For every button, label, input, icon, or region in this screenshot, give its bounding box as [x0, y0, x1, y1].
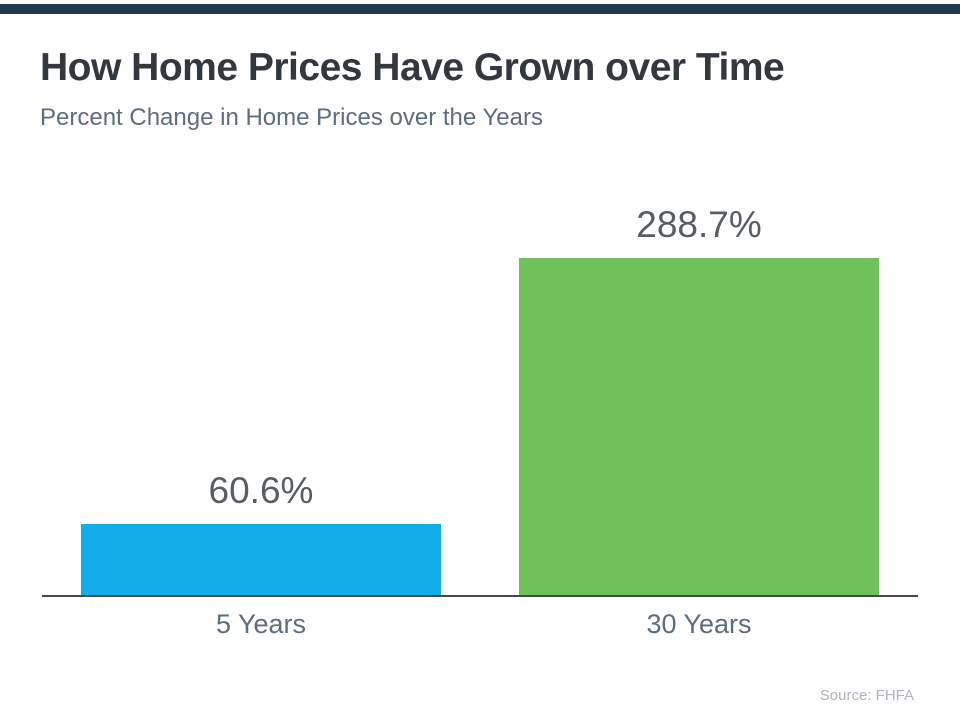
plot-area: 60.6% 288.7% [42, 170, 918, 595]
source-caption: Source: FHFA [819, 687, 914, 704]
bar-value-label: 60.6% [208, 470, 314, 511]
bar [81, 524, 441, 595]
x-axis-line [42, 595, 918, 597]
bar-group: 288.7% [480, 204, 918, 595]
x-axis-label: 30 Years [646, 609, 752, 639]
x-axis-label: 5 Years [215, 609, 307, 639]
bar-group: 60.6% [42, 470, 480, 595]
bar-chart: 60.6% 288.7% 5 Years 30 Years [42, 170, 918, 640]
page-subtitle: Percent Change in Home Prices over the Y… [40, 104, 543, 131]
bar [519, 258, 879, 595]
page-title: How Home Prices Have Grown over Time [40, 46, 785, 89]
top-accent-bar [0, 4, 960, 14]
bar-value-label: 288.7% [636, 204, 762, 245]
x-axis-labels: 5 Years 30 Years [42, 597, 918, 640]
